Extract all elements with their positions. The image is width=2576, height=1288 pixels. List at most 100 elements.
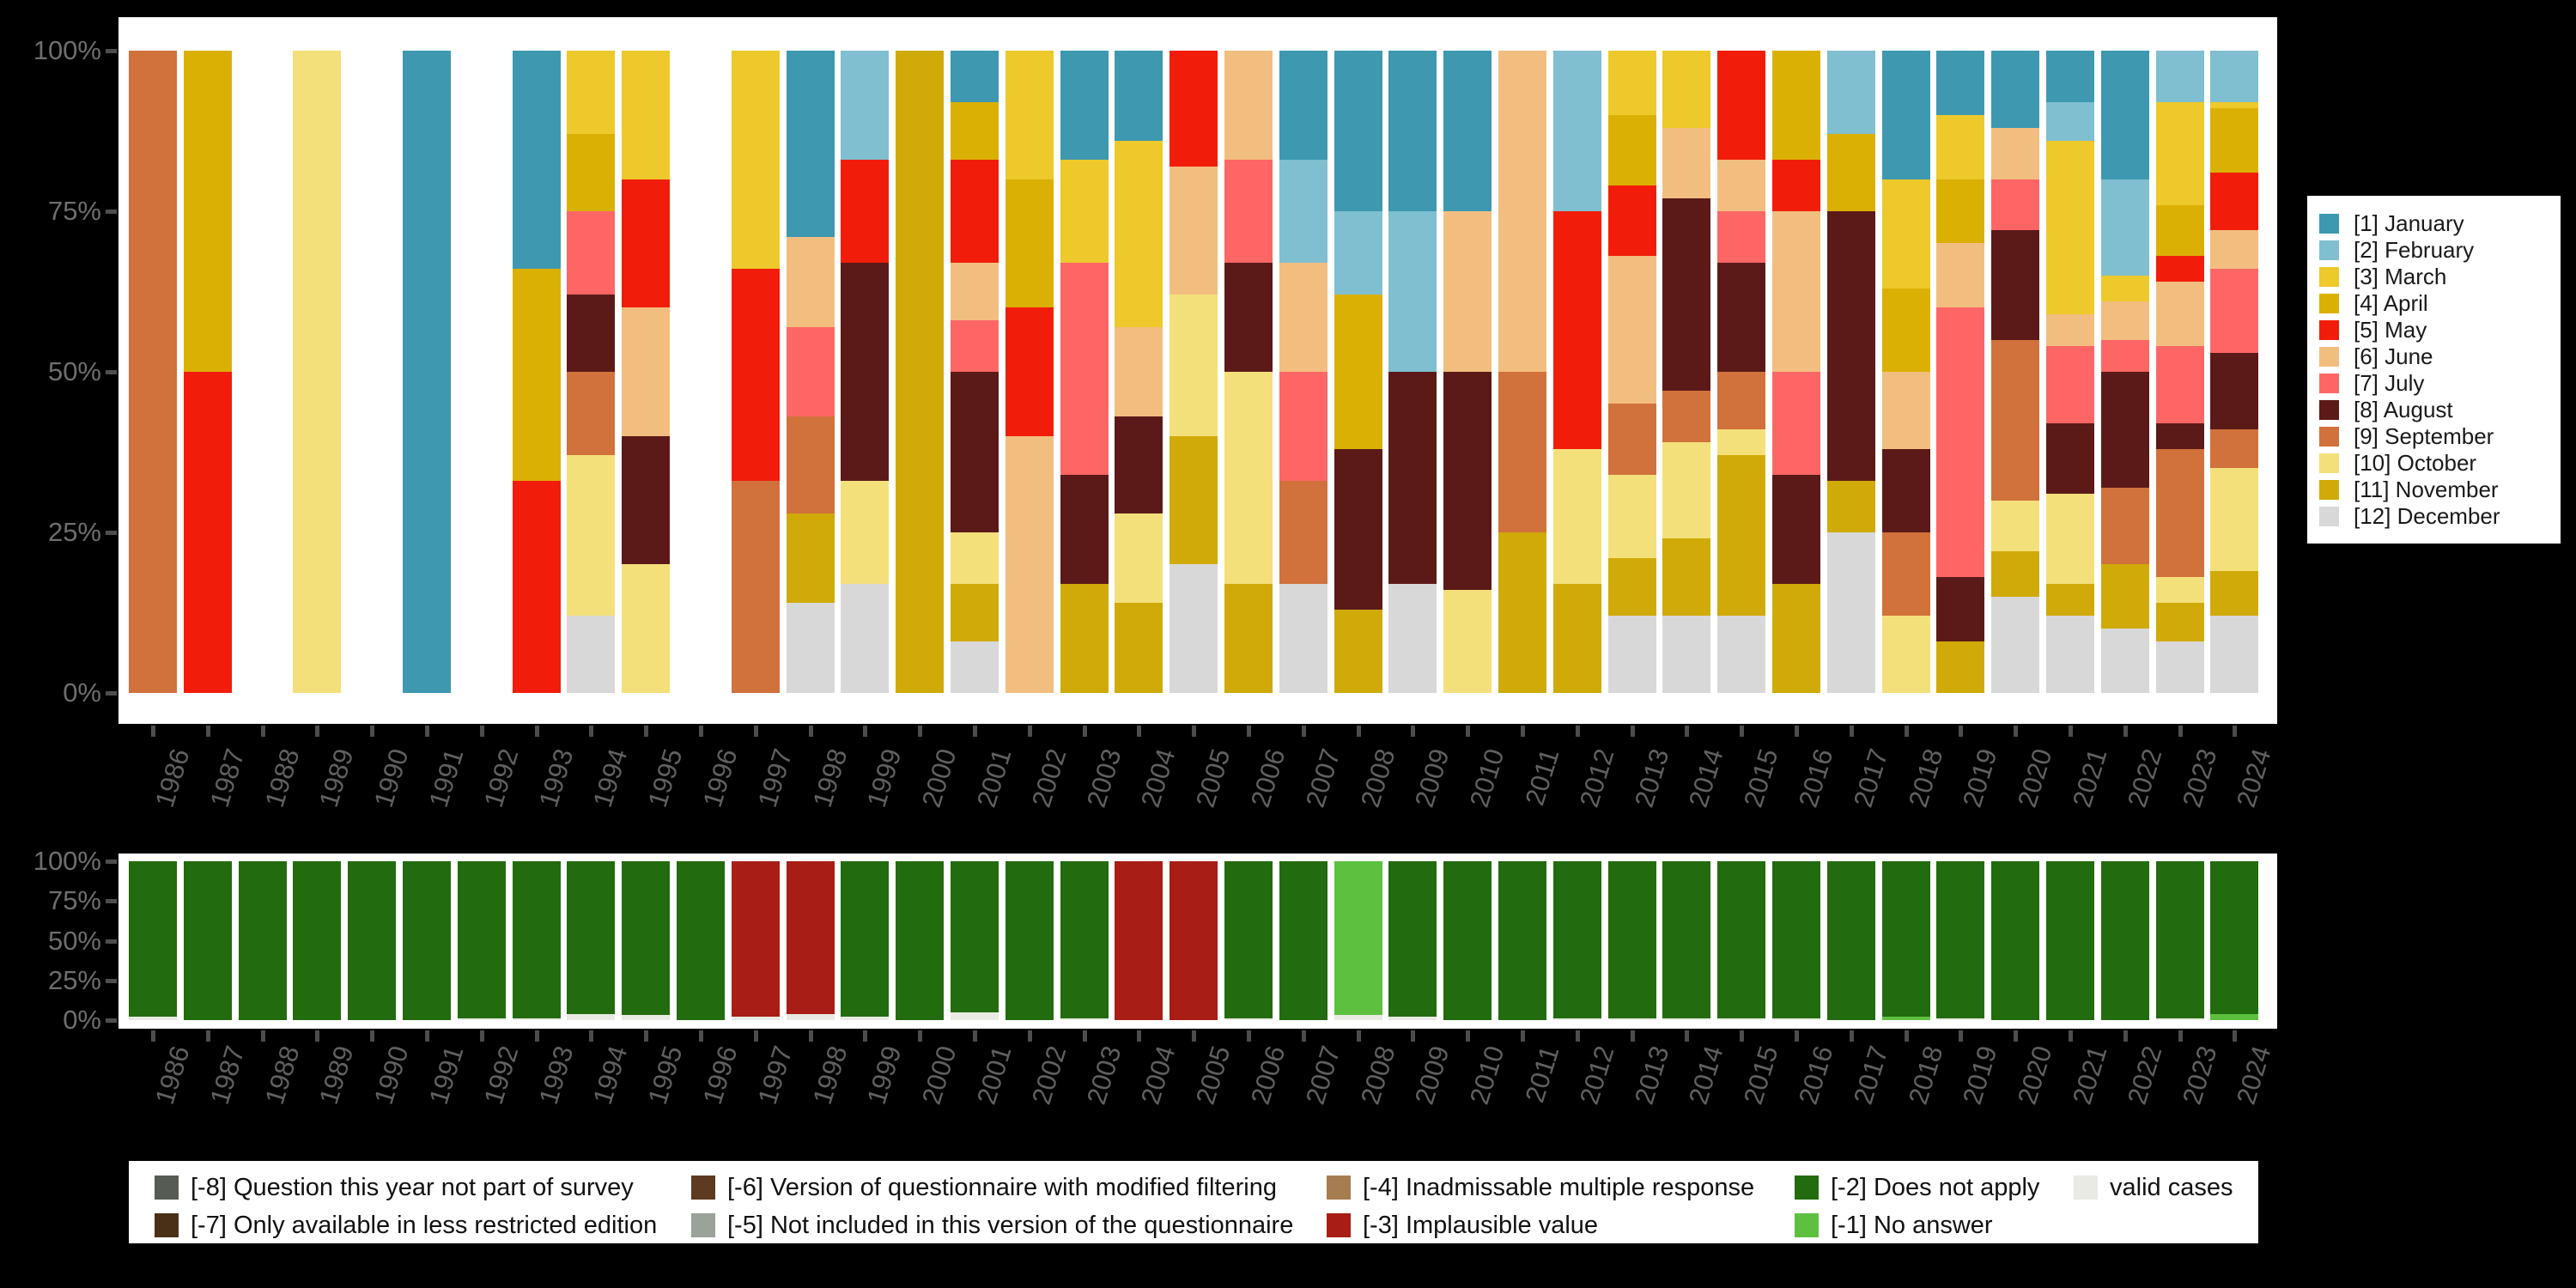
x-axis-tick — [753, 1030, 758, 1042]
x-axis-label-1994: 1994 — [587, 1042, 634, 1109]
bar-segment-2024-8 — [2210, 352, 2259, 430]
bar-segment-1994-9 — [567, 372, 616, 456]
bar-segment-2014-8 — [1662, 198, 1711, 392]
bar-segment-2006-11 — [1224, 583, 1273, 693]
bar-segment-2023-7 — [2155, 346, 2204, 423]
bar-segment-2003-8 — [1060, 474, 1109, 584]
x-axis-tick — [808, 726, 813, 737]
x-axis-label-1986: 1986 — [149, 1042, 196, 1109]
y-axis-tick — [106, 49, 117, 53]
bar-segment-2010-6 — [1443, 211, 1492, 372]
bar-segment-2023-2 — [2155, 51, 2204, 102]
bar-segment-1999--2 — [841, 861, 890, 1018]
x-axis-label-1987: 1987 — [204, 1042, 251, 1109]
bar-segment-2022-12 — [2100, 629, 2149, 693]
x-axis-tick — [808, 1030, 813, 1042]
x-axis-tick — [1849, 726, 1854, 737]
y-axis-tick — [106, 210, 117, 214]
missing-legend-item-2: [-6] Version of questionnaire with modif… — [691, 1174, 1277, 1201]
bar-segment-2004-8 — [1115, 416, 1163, 513]
bar-segment-2023--2 — [2155, 861, 2204, 1019]
bar-segment-2024-4 — [2210, 108, 2259, 173]
bar-segment-2013-5 — [1607, 185, 1656, 257]
x-axis-tick — [1685, 726, 1690, 737]
bar-segment-1997-3 — [731, 51, 780, 270]
y-axis-label-50%: 50% — [47, 356, 101, 386]
month-legend-label-2: [2] February — [2354, 236, 2475, 263]
bar-segment-2018-10 — [1881, 616, 1930, 693]
bar-segment-2019-3 — [1936, 114, 1985, 179]
x-axis-tick — [1685, 1030, 1690, 1042]
month-legend-label-7: [7] July — [2354, 369, 2425, 396]
x-axis-label-2006: 2006 — [1244, 1042, 1291, 1109]
x-axis-tick — [589, 726, 594, 737]
month-legend-item-9: [9] September — [2319, 423, 2561, 450]
bar-segment-1998-11 — [786, 513, 835, 604]
missing-legend-swatch-1 — [155, 1213, 179, 1237]
x-axis-tick — [1740, 1030, 1745, 1042]
bar-segment-2009-1 — [1388, 51, 1437, 211]
bar-segment-2006-8 — [1224, 262, 1273, 372]
bar-segment-2014-9 — [1662, 391, 1711, 443]
bar-segment-2013-valid — [1607, 1018, 1656, 1020]
bar-segment-2020-12 — [1991, 596, 2040, 693]
bar-segment-2008-8 — [1334, 448, 1382, 610]
month-legend-item-4: [4] April — [2319, 290, 2561, 317]
bar-segment-2005--3 — [1170, 861, 1218, 1020]
month-legend-label-12: [12] December — [2354, 502, 2500, 529]
bar-segment-2017-12 — [1826, 532, 1875, 693]
bar-segment-2012-2 — [1552, 51, 1601, 211]
bar-segment-1987-4 — [183, 51, 232, 372]
x-axis-label-2003: 2003 — [1080, 1042, 1127, 1109]
y-axis-tick — [106, 899, 117, 904]
bar-segment-2017-8 — [1826, 211, 1875, 482]
bar-segment-1992--2 — [457, 861, 506, 1019]
month-legend-item-3: [3] March — [2319, 264, 2561, 290]
bar-segment-2007-9 — [1279, 481, 1327, 584]
x-axis-tick — [863, 726, 868, 737]
bar-segment-2024--1 — [2210, 1013, 2259, 1020]
x-axis-label-1998: 1998 — [806, 745, 854, 811]
bar-segment-2023-12 — [2155, 641, 2204, 693]
bar-segment-2019-8 — [1936, 577, 1985, 642]
x-axis-tick — [370, 726, 375, 737]
x-axis-label-2010: 2010 — [1464, 745, 1510, 811]
bar-segment-2010-10 — [1443, 590, 1492, 693]
bar-segment-2016-5 — [1772, 160, 1820, 211]
x-axis-label-2019: 2019 — [1957, 745, 2003, 811]
bar-segment-1992-valid — [457, 1018, 506, 1020]
bar-segment-2001-11 — [951, 583, 999, 642]
bar-segment-2013-11 — [1607, 557, 1656, 617]
bar-segment-2016-6 — [1772, 211, 1820, 372]
bar-segment-2022-1 — [2100, 51, 2149, 179]
bar-segment-2021-8 — [2046, 422, 2094, 495]
x-axis-label-1988: 1988 — [258, 1042, 306, 1109]
bar-segment-2022-2 — [2100, 179, 2149, 276]
x-axis-label-1989: 1989 — [313, 745, 360, 811]
x-axis-tick — [1466, 1030, 1471, 1042]
month-legend-swatch-10 — [2319, 453, 2339, 473]
bar-segment-2023-valid — [2155, 1018, 2204, 1020]
bar-segment-2021-10 — [2046, 494, 2094, 584]
bar-segment-2014--2 — [1662, 861, 1711, 1019]
missing-legend-swatch-3 — [691, 1213, 715, 1237]
month-legend-swatch-5 — [2319, 319, 2339, 340]
x-axis-label-1997: 1997 — [751, 1042, 799, 1109]
x-axis-tick — [863, 1030, 868, 1042]
bar-segment-2007-12 — [1279, 583, 1327, 693]
missing-legend-item-4: [-4] Inadmissable multiple response — [1327, 1174, 1754, 1201]
x-axis-label-2020: 2020 — [2012, 1042, 2058, 1109]
x-axis-tick — [1849, 1030, 1854, 1042]
x-axis-tick — [1082, 726, 1087, 737]
bar-segment-1999-8 — [841, 262, 890, 482]
x-axis-tick — [589, 1030, 594, 1042]
x-axis-label-2011: 2011 — [1519, 1042, 1565, 1106]
x-axis-label-2015: 2015 — [1738, 745, 1784, 811]
bar-segment-2021-6 — [2046, 313, 2094, 347]
bar-segment-2011--2 — [1498, 861, 1546, 1020]
bar-segment-2015-5 — [1717, 51, 1766, 161]
bar-segment-1999-2 — [841, 51, 890, 161]
bar-segment-2010--2 — [1443, 861, 1492, 1020]
bar-segment-2021-12 — [2046, 616, 2094, 693]
bar-segment-1997-5 — [731, 269, 780, 482]
